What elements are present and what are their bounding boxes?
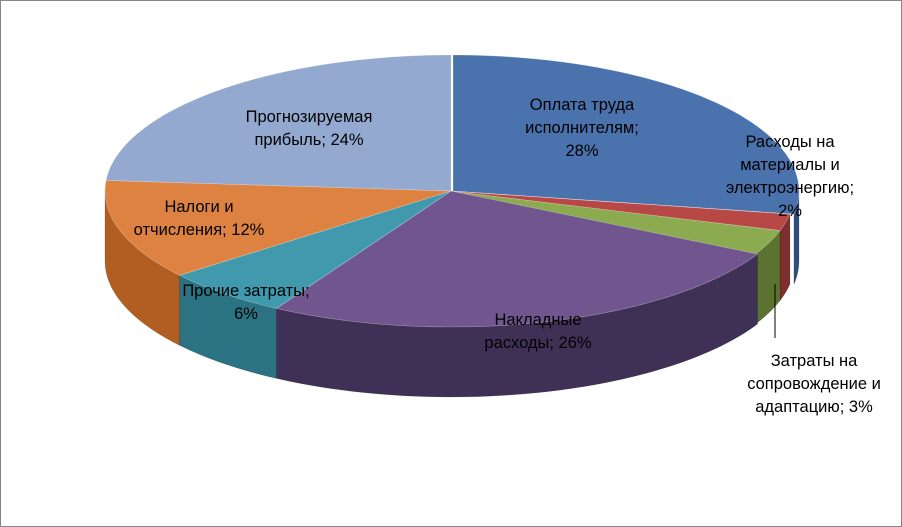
data-label-накладные-расходы: Накладные расходы; 26% <box>484 311 591 352</box>
data-label-line: сопровождение и <box>747 375 881 393</box>
data-label-line: Накладные <box>494 311 581 329</box>
pie-sides <box>104 190 800 398</box>
pie-slice-затраты-на-сопровождение-и-адаптацию <box>448 190 781 255</box>
data-label-line: Прогнозируемая <box>246 108 373 126</box>
data-label-line: Расходы на <box>745 133 835 151</box>
data-label-line: 2% <box>778 202 802 220</box>
pie-tops <box>104 54 800 328</box>
pie-labels: Оплата труда исполнителям; 28% Расходы на ма… <box>134 96 881 416</box>
pie-slice-накладные-расходы <box>275 190 759 328</box>
pie-slice-прогнозируемая-прибыль <box>105 54 452 192</box>
data-label-line: прибыль; 24% <box>254 131 363 149</box>
data-label-оплата-труда-исполнителям: Оплата труда исполнителям; 28% <box>525 96 639 160</box>
pie-slice-прочие-затраты <box>178 190 452 309</box>
pie-side-налоги-и-отчисления <box>104 190 180 346</box>
data-label-line: Оплата труда <box>530 96 635 114</box>
data-label-line: отчисления; 12% <box>134 221 265 239</box>
data-label-прочие-затраты: Прочие затраты; 6% <box>182 282 309 323</box>
pie-slice-налоги-и-отчисления <box>104 180 452 276</box>
data-label-line: расходы; 26% <box>484 334 591 352</box>
data-label-line: Налоги и <box>164 198 233 216</box>
data-label-затраты-на-сопровождение-и-адаптацию: Затраты на сопровождение и адаптацию; 3% <box>747 352 881 416</box>
data-label-line: электроэнергию; <box>726 179 854 197</box>
data-label-line: исполнителям; <box>525 119 639 137</box>
pie-slice-оплата-труда-исполнителям <box>452 54 800 215</box>
pie-side-оплата-труда-исполнителям <box>793 191 800 285</box>
data-label-расходы-на-материалы-и-электроэнергию: Расходы на материалы и электроэнергию; 2% <box>726 133 854 220</box>
data-label-прогнозируемая-прибыль: Прогнозируемая прибыль; 24% <box>246 108 373 149</box>
data-label-line: Затраты на <box>771 352 858 370</box>
data-label-line: Прочие затраты; <box>182 282 309 300</box>
data-label-line: адаптацию; 3% <box>755 398 873 416</box>
data-label-налоги-и-отчисления: Налоги и отчисления; 12% <box>134 198 265 239</box>
data-label-line: 6% <box>234 305 258 323</box>
data-label-line: материалы и <box>740 156 840 174</box>
pie-slice-расходы-на-материалы-и-электроэнергию <box>448 190 791 231</box>
pie-side-прочие-затраты <box>179 274 277 379</box>
data-label-line: 28% <box>565 142 598 160</box>
